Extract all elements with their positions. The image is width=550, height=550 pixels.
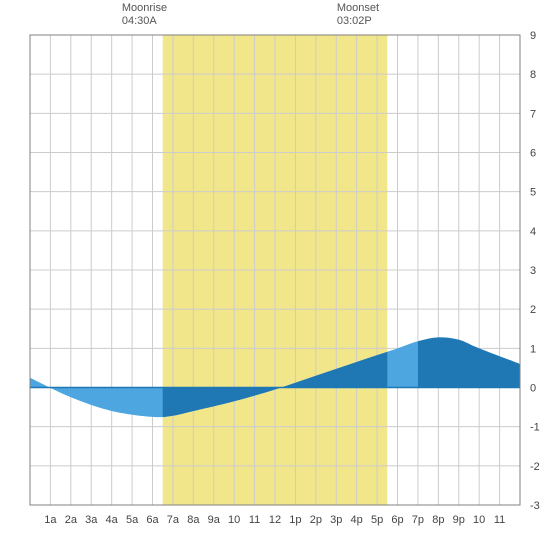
moonset-label: Moonset 03:02P [337, 2, 379, 28]
moonrise-time: 04:30A [122, 15, 157, 27]
svg-text:6p: 6p [391, 514, 403, 526]
svg-text:9p: 9p [453, 514, 465, 526]
svg-text:1a: 1a [44, 514, 57, 526]
svg-text:3p: 3p [330, 514, 342, 526]
svg-text:3a: 3a [85, 514, 98, 526]
svg-text:1p: 1p [289, 514, 301, 526]
svg-text:7p: 7p [412, 514, 424, 526]
svg-text:8: 8 [530, 69, 536, 81]
svg-text:10: 10 [473, 514, 485, 526]
svg-text:1: 1 [530, 343, 536, 355]
chart-svg: 1a2a3a4a5a6a7a8a9a1011121p2p3p4p5p6p7p8p… [0, 0, 550, 550]
tide-chart: Moonrise 04:30A Moonset 03:02P 1a 2a 3a 4a 5… [0, 0, 550, 550]
svg-text:4: 4 [530, 226, 536, 238]
svg-text:-3: -3 [530, 500, 540, 512]
svg-text:2p: 2p [310, 514, 322, 526]
svg-text:11: 11 [249, 514, 260, 526]
svg-text:5a: 5a [126, 514, 139, 526]
svg-text:7: 7 [530, 108, 536, 120]
svg-text:6: 6 [530, 148, 536, 160]
moonset-time: 03:02P [337, 15, 372, 27]
moonrise-title: Moonrise [122, 2, 167, 14]
svg-text:4p: 4p [351, 514, 363, 526]
svg-text:10: 10 [228, 514, 240, 526]
svg-text:0: 0 [530, 383, 536, 395]
svg-text:4a: 4a [106, 514, 119, 526]
svg-text:3: 3 [530, 265, 536, 277]
svg-text:-1: -1 [530, 422, 540, 434]
svg-text:5: 5 [530, 187, 536, 199]
svg-text:7a: 7a [167, 514, 180, 526]
svg-text:8a: 8a [187, 514, 200, 526]
svg-text:-2: -2 [530, 461, 540, 473]
svg-text:11: 11 [494, 514, 505, 526]
svg-text:9: 9 [530, 30, 536, 42]
svg-text:12: 12 [269, 514, 281, 526]
svg-text:9a: 9a [208, 514, 221, 526]
svg-text:8p: 8p [432, 514, 444, 526]
moonrise-label: Moonrise 04:30A [122, 2, 167, 28]
svg-text:2: 2 [530, 304, 536, 316]
moonset-title: Moonset [337, 2, 379, 14]
svg-text:6a: 6a [146, 514, 159, 526]
svg-text:5p: 5p [371, 514, 383, 526]
svg-text:2a: 2a [65, 514, 78, 526]
